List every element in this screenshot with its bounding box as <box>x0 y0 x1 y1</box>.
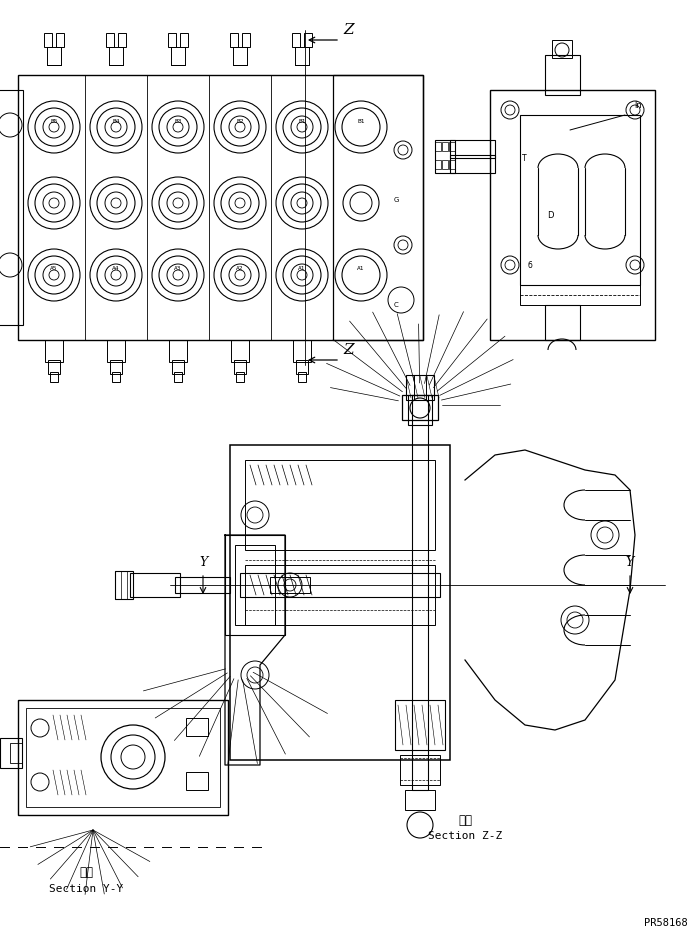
Bar <box>450 155 495 173</box>
Text: 断面: 断面 <box>79 867 93 880</box>
Bar <box>245 460 435 550</box>
Bar <box>245 565 435 625</box>
Text: C: C <box>394 302 399 308</box>
Bar <box>18 700 228 815</box>
Text: A2: A2 <box>236 267 244 272</box>
Bar <box>231 340 249 362</box>
Bar <box>169 340 187 362</box>
Bar <box>236 372 244 382</box>
Bar <box>233 47 247 65</box>
Bar <box>520 285 640 305</box>
Bar <box>107 340 125 362</box>
Bar <box>130 573 180 597</box>
Text: Z: Z <box>343 343 353 357</box>
Bar <box>235 545 275 625</box>
Bar <box>115 571 133 599</box>
Bar <box>296 360 308 374</box>
Bar <box>174 372 182 382</box>
Bar <box>242 33 250 47</box>
Bar <box>50 372 58 382</box>
Bar <box>175 577 230 593</box>
Text: Section Z-Z: Section Z-Z <box>428 831 502 841</box>
Bar <box>298 372 306 382</box>
Bar <box>110 360 122 374</box>
Text: A1: A1 <box>298 267 306 272</box>
Text: 断面: 断面 <box>458 813 472 826</box>
Bar <box>0 90 23 325</box>
Text: B5: B5 <box>50 118 58 123</box>
Bar <box>408 395 432 425</box>
Bar <box>435 140 455 173</box>
Text: T: T <box>522 153 527 163</box>
Bar <box>449 142 455 151</box>
Bar <box>172 360 184 374</box>
Text: Section Y-Y: Section Y-Y <box>49 884 123 894</box>
Text: B2: B2 <box>236 118 244 123</box>
Bar <box>118 33 126 47</box>
Text: A4: A4 <box>112 267 120 272</box>
Bar <box>10 743 22 763</box>
Text: ln: ln <box>634 101 642 109</box>
Text: PR58168: PR58168 <box>644 918 688 928</box>
Bar <box>230 33 238 47</box>
Text: B4: B4 <box>112 118 120 123</box>
Bar <box>442 160 448 169</box>
Text: A1: A1 <box>358 267 365 272</box>
Text: G: G <box>393 197 399 203</box>
Bar <box>44 33 52 47</box>
Bar <box>26 708 220 807</box>
Bar <box>168 33 176 47</box>
Bar <box>230 445 450 760</box>
Bar <box>18 75 423 340</box>
Bar <box>414 375 426 400</box>
Bar <box>109 47 123 65</box>
Bar <box>186 772 208 790</box>
Bar <box>400 755 440 785</box>
Text: б: б <box>528 260 533 270</box>
Bar <box>395 700 445 750</box>
Text: B1: B1 <box>358 118 365 123</box>
Bar <box>106 33 114 47</box>
Text: A3: A3 <box>174 267 182 272</box>
Bar <box>405 790 435 810</box>
Bar <box>333 75 423 340</box>
Bar <box>171 47 185 65</box>
Bar <box>402 395 438 420</box>
Text: B1: B1 <box>298 118 306 123</box>
Bar <box>304 33 312 47</box>
Bar <box>449 160 455 169</box>
Bar <box>292 33 300 47</box>
Bar <box>56 33 64 47</box>
Bar <box>295 47 309 65</box>
Bar <box>186 718 208 736</box>
Bar <box>47 47 61 65</box>
Bar <box>45 340 63 362</box>
Bar <box>435 142 441 151</box>
Bar <box>406 375 434 400</box>
Text: Z: Z <box>343 23 353 37</box>
Text: Y: Y <box>199 556 207 570</box>
Bar <box>490 90 655 340</box>
Text: B3: B3 <box>174 118 182 123</box>
Bar <box>0 738 22 768</box>
Bar <box>180 33 188 47</box>
Bar <box>112 372 120 382</box>
Bar <box>225 535 285 635</box>
Bar <box>270 577 310 593</box>
Bar <box>412 395 428 790</box>
Text: D: D <box>546 211 553 220</box>
Bar <box>545 55 580 95</box>
Bar <box>234 360 246 374</box>
Bar <box>48 360 60 374</box>
Bar <box>240 573 440 597</box>
Text: Y: Y <box>626 556 634 570</box>
Bar <box>293 340 311 362</box>
Bar <box>435 160 441 169</box>
Text: A5: A5 <box>50 267 58 272</box>
Bar <box>442 142 448 151</box>
Bar <box>552 40 572 58</box>
Bar <box>450 140 495 158</box>
Bar <box>545 305 580 340</box>
